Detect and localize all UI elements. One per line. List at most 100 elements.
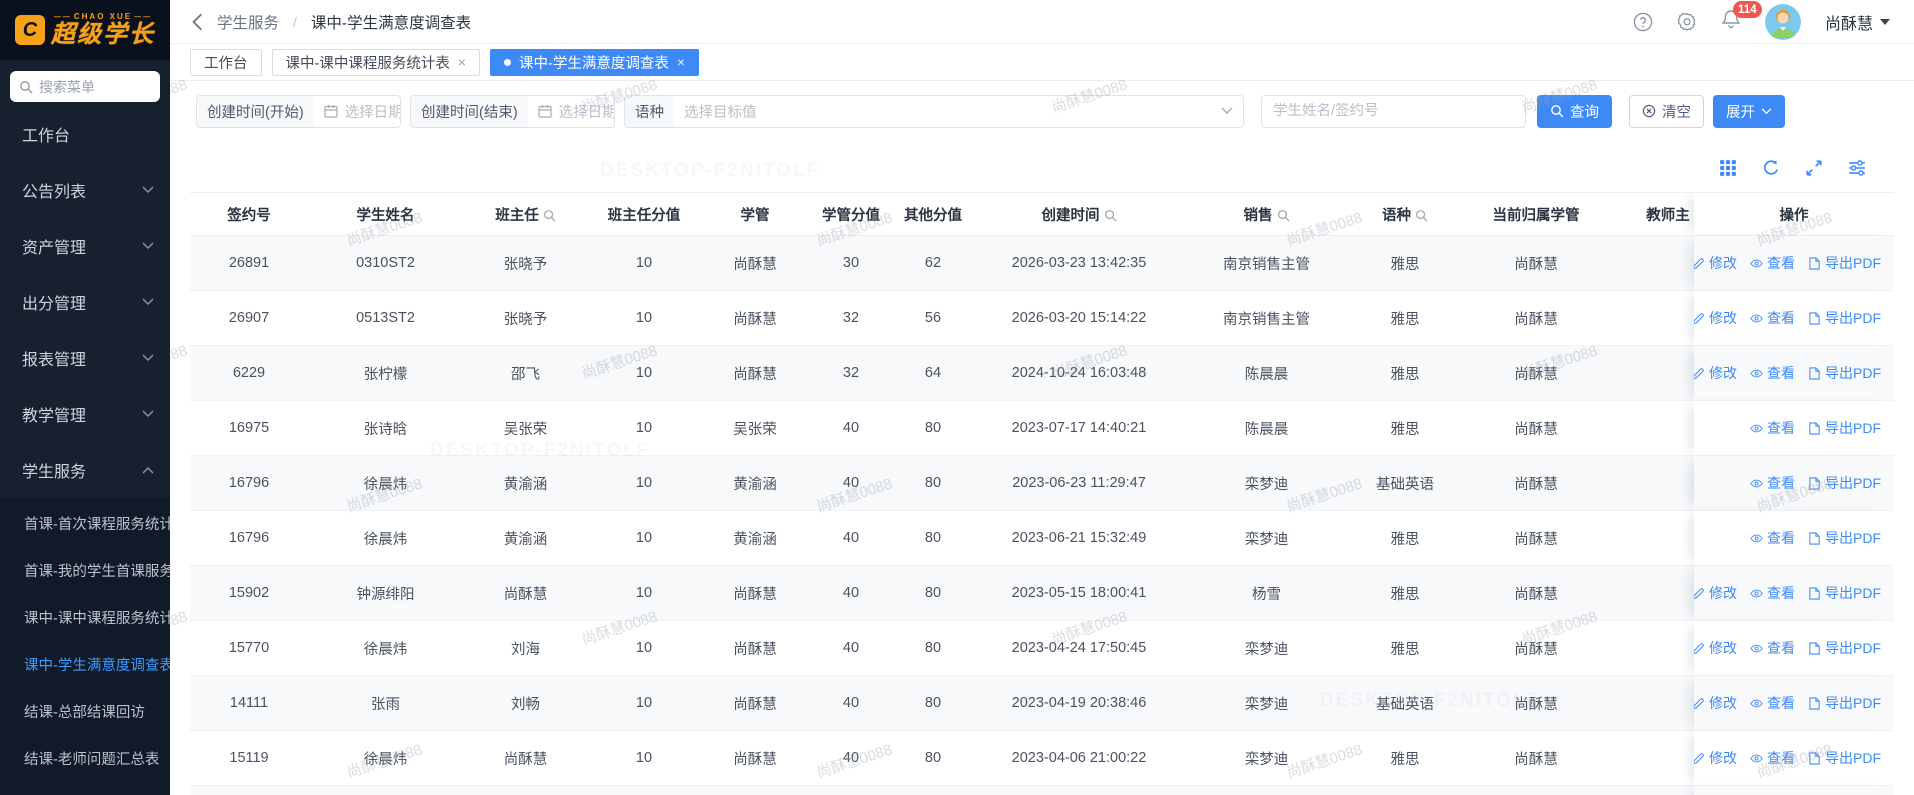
edit-action[interactable]: 修改 [1694,693,1737,713]
table-cell: 徐晨炜 [308,731,463,786]
date-end-filter[interactable]: 创建时间(结束) 选择日期 [410,94,615,128]
view-action[interactable]: 查看 [1750,528,1795,548]
back-icon[interactable] [192,13,203,31]
export-action[interactable]: 导出PDF [1808,363,1881,383]
table-cell: 2023-04-24 17:50:45 [974,621,1184,676]
edit-action[interactable]: 修改 [1694,363,1737,383]
sidebar-subitem[interactable]: 结课-老师问题汇总表 [24,752,160,768]
grid-icon[interactable] [1719,159,1737,177]
actions-cell: 修改 查看 导出PDF [1694,346,1894,401]
tab-close-icon[interactable]: × [457,54,467,70]
sidebar-item[interactable]: 教学管理 [0,386,170,442]
export-action[interactable]: 导出PDF [1808,638,1881,658]
sidebar-subitem[interactable]: 首课-我的学生首课服务反馈 [24,564,203,580]
view-action[interactable]: 查看 [1750,418,1795,438]
view-action[interactable]: 查看 [1750,308,1795,328]
logo-icon: C [15,15,45,45]
breadcrumb-section[interactable]: 学生服务 [217,14,280,32]
view-action[interactable]: 查看 [1750,583,1795,603]
tab-item[interactable]: 课中-课中课程服务统计表 × [271,48,481,76]
edit-action[interactable]: 修改 [1694,308,1737,328]
breadcrumb-separator: / [293,13,297,30]
column-search-icon[interactable] [1415,209,1428,222]
app-logo[interactable]: C CHAO XUE 超级学长 [0,0,170,60]
tab-item[interactable]: 工作台 [190,48,262,76]
view-action[interactable]: 查看 [1750,473,1795,493]
edit-action[interactable]: 修改 [1694,253,1737,273]
export-action[interactable]: 导出PDF [1808,583,1881,603]
table-cell: 40 [810,621,892,676]
edit-pencil-icon [1694,587,1704,599]
breadcrumb-page: 课中-学生满意度调查表 [310,14,472,32]
sidebar-item[interactable]: 报表管理 [0,330,170,386]
sidebar-item[interactable]: 出分管理 [0,274,170,330]
column-search-icon[interactable] [1104,209,1117,222]
table-cell: 栾梦迪 [1184,731,1349,786]
sidebar-item[interactable]: 工作台 [22,128,71,145]
column-header: 当前归属学管 [1461,192,1611,236]
sidebar-item[interactable]: 公告列表 [0,162,170,218]
export-action[interactable]: 导出PDF [1808,473,1881,493]
sidebar-item[interactable]: 学生服务 [0,442,170,498]
export-action[interactable]: 导出PDF [1808,693,1881,713]
column-header[interactable]: 销售 [1184,192,1349,236]
tab-active[interactable]: 课中-学生满意度调查表 × [490,48,700,76]
date-start-filter[interactable]: 创建时间(开始) 选择日期 [196,94,401,128]
export-file-icon [1809,476,1820,490]
table-cell: 2023-04-06 21:00:22 [974,731,1184,786]
table-cell: 尚酥慧 [463,731,588,786]
user-menu[interactable]: 尚酥慧 [1825,10,1890,34]
sidebar-subitem[interactable]: 结课-总部结课回访 [24,705,145,721]
table-cell: 雅思 [1349,236,1461,291]
clear-button[interactable]: 清空 [1629,94,1704,128]
view-action[interactable]: 查看 [1750,748,1795,768]
fullscreen-icon[interactable] [1805,159,1823,177]
export-action[interactable]: 导出PDF [1808,748,1881,768]
edit-action[interactable]: 修改 [1694,638,1737,658]
table-row: 16796 徐晨炜 黄渝涵 10 黄渝涵 40 80 2023-06-21 15:32:49 栾… [190,511,1894,566]
view-action[interactable]: 查看 [1750,693,1795,713]
tab-close-icon[interactable]: × [676,54,686,70]
help-icon[interactable] [1633,12,1653,32]
sidebar-search-input[interactable]: 搜索菜单 [10,71,160,102]
sidebar-subitem[interactable]: 首课-首次课程服务统计表 [24,517,189,533]
sidebar-subitem[interactable]: 课中-学生满意度调查表 [24,658,174,674]
table-cell: 40 [810,676,892,731]
edit-action[interactable]: 修改 [1694,583,1737,603]
column-header: 学管分值 [810,192,892,236]
settings-gear-icon[interactable] [1677,12,1697,32]
eye-icon [1750,479,1763,487]
view-action[interactable]: 查看 [1750,638,1795,658]
sidebar-subitem[interactable]: 课中-课中课程服务统计表 [24,611,189,627]
table-cell: 尚酥慧 [700,291,810,346]
column-settings-icon[interactable] [1848,159,1866,177]
sidebar-item[interactable]: 资产管理 [0,218,170,274]
edit-action[interactable]: 修改 [1694,748,1737,768]
table-cell: 15902 [190,566,308,621]
language-select[interactable]: 语种 选择目标值 [624,94,1244,128]
export-action[interactable]: 导出PDF [1808,418,1881,438]
table-cell: 吴张荣 [700,401,810,456]
column-header[interactable]: 语种 [1349,192,1461,236]
notifications-bell[interactable]: 114 [1721,1,1762,34]
view-action[interactable]: 查看 [1750,253,1795,273]
view-action[interactable]: 查看 [1750,363,1795,383]
student-search-field[interactable] [1261,94,1526,128]
column-header[interactable]: 创建时间 [974,192,1184,236]
column-header[interactable]: 班主任 [463,192,588,236]
refresh-icon[interactable] [1762,159,1780,177]
avatar[interactable] [1764,3,1801,40]
export-action[interactable]: 导出PDF [1808,308,1881,328]
table-cell: 雅思 [1349,731,1461,786]
expand-button[interactable]: 展开 [1713,94,1785,128]
search-button[interactable]: 查询 [1537,94,1612,128]
export-action[interactable]: 导出PDF [1808,528,1881,548]
table-cell: 尚酥慧 [700,621,810,676]
table-cell: 2023-06-23 11:29:47 [974,456,1184,511]
export-action[interactable]: 导出PDF [1808,253,1881,273]
student-search-input[interactable] [1273,103,1514,119]
main-content: 学生服务 / 课中-学生满意度调查表 114 尚酥慧 工 [170,0,1914,795]
column-search-icon[interactable] [543,209,556,222]
table-cell: 10 [588,346,700,401]
column-search-icon[interactable] [1277,209,1290,222]
